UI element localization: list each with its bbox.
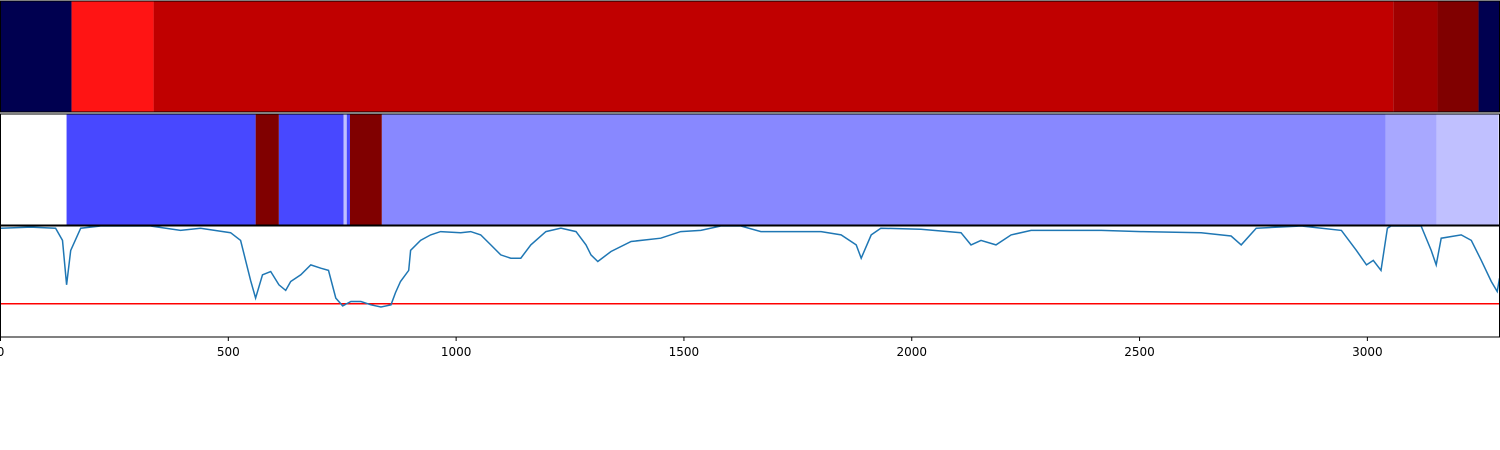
x-tick-label: 2000 <box>896 345 927 359</box>
segment <box>381 114 1386 225</box>
panel-frame <box>0 225 1500 338</box>
segment <box>71 1 154 112</box>
segment <box>255 114 279 225</box>
segment <box>346 114 350 225</box>
segment <box>343 114 347 225</box>
x-tick-label: 2500 <box>1124 345 1155 359</box>
segment <box>0 1 72 112</box>
segment <box>1478 1 1500 112</box>
x-tick-label: 1500 <box>669 345 700 359</box>
x-tick-label: 0 <box>0 345 4 359</box>
x-tick-label: 500 <box>217 345 240 359</box>
segment <box>153 1 1394 112</box>
line-series <box>0 226 1500 308</box>
segment <box>66 114 256 225</box>
segment <box>1393 1 1438 112</box>
x-tick-label: 3000 <box>1352 345 1383 359</box>
segment <box>0 114 67 225</box>
segment <box>278 114 344 225</box>
segment <box>1436 114 1499 225</box>
segment <box>1437 1 1479 112</box>
segment <box>349 114 382 225</box>
segment <box>1385 114 1437 225</box>
x-tick-label: 1000 <box>441 345 472 359</box>
